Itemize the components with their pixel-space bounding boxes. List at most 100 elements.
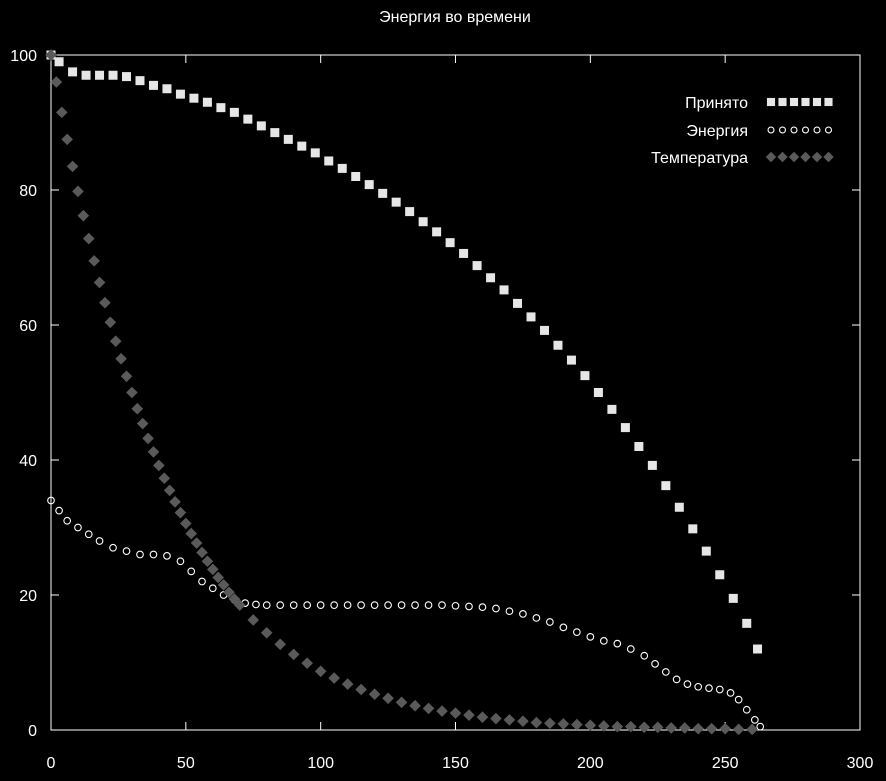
data-point-diamond (82, 232, 95, 245)
data-point-diamond (174, 506, 187, 519)
data-point-diamond (692, 722, 704, 735)
data-point-square (162, 84, 172, 94)
data-point-circle (640, 651, 649, 660)
data-point-diamond (503, 714, 516, 726)
data-point-square (175, 89, 185, 99)
data-point-circle (149, 550, 158, 559)
data-point-diamond (196, 546, 208, 559)
data-point-diamond (147, 446, 160, 458)
data-point-circle (303, 601, 312, 609)
data-point-diamond (611, 720, 624, 733)
data-point-diamond (624, 720, 637, 733)
legend-marker-square (789, 97, 799, 107)
data-point-circle (492, 604, 500, 613)
data-point-square (283, 134, 293, 144)
data-point-square (310, 148, 320, 158)
data-point-diamond (93, 276, 106, 289)
data-point-diamond (158, 472, 171, 485)
data-point-circle (95, 537, 104, 545)
data-point-circle (176, 557, 185, 566)
data-point-circle (187, 567, 196, 576)
data-point-circle (424, 601, 433, 609)
data-point-circle (198, 577, 206, 586)
data-point-circle (330, 601, 339, 609)
data-point-circle (208, 584, 217, 593)
data-point-diamond (638, 721, 651, 734)
legend-marker-square (778, 97, 787, 107)
y-tick-label: 60 (19, 318, 37, 335)
data-point-circle (465, 602, 473, 611)
data-point-square (135, 76, 145, 86)
data-point-diamond (705, 722, 718, 735)
data-point-diamond (50, 76, 63, 88)
data-point-diamond (382, 692, 394, 705)
series-square (46, 50, 763, 654)
data-point-diamond (449, 707, 462, 719)
data-point-circle (715, 685, 724, 694)
data-point-circle (411, 601, 419, 609)
data-point-diamond (45, 49, 57, 61)
x-tick-label: 100 (307, 755, 334, 772)
data-point-circle (734, 695, 743, 704)
data-point-diamond (88, 255, 100, 267)
data-point-square (337, 163, 347, 173)
data-point-circle (357, 601, 365, 609)
data-point-circle (683, 680, 692, 688)
data-point-circle (397, 601, 406, 609)
data-point-diamond (131, 402, 144, 415)
data-point-diamond (120, 370, 133, 383)
data-point-diamond (169, 496, 181, 508)
data-point-square (81, 70, 91, 80)
data-point-circle (742, 705, 751, 714)
data-point-diamond (126, 386, 138, 399)
data-point-diamond (436, 705, 448, 717)
series-diamond (45, 49, 758, 736)
data-point-diamond (476, 711, 489, 723)
data-point-circle (74, 523, 82, 532)
data-point-square (620, 423, 630, 433)
legend-marker-circle (767, 126, 775, 134)
legend-marker-circle (801, 126, 810, 134)
data-point-square (189, 93, 199, 103)
data-point-diamond (180, 517, 192, 530)
data-point-circle (613, 639, 622, 648)
data-point-square (256, 121, 266, 131)
y-tick-label: 100 (10, 48, 37, 65)
x-tick-label: 50 (177, 755, 195, 772)
chart-title: Энергия во времени (379, 9, 531, 26)
data-point-diamond (233, 599, 246, 611)
data-point-circle (84, 530, 93, 539)
data-point-circle (750, 716, 759, 724)
data-point-square (580, 371, 590, 381)
data-point-circle (546, 618, 554, 626)
data-point-diamond (115, 352, 127, 365)
data-point-square (472, 261, 482, 271)
data-point-square (432, 227, 442, 237)
legend-label: Температура (651, 150, 748, 167)
data-point-square (459, 248, 469, 258)
legend-marker-square (766, 97, 776, 107)
data-point-circle (694, 682, 703, 691)
data-point-diamond (678, 722, 691, 734)
data-point-circle (289, 601, 298, 609)
data-point-diamond (109, 335, 122, 347)
legend-marker-circle (790, 126, 798, 134)
data-point-diamond (217, 579, 230, 591)
data-point-circle (47, 496, 55, 505)
data-point-diamond (368, 688, 381, 701)
data-point-square (68, 67, 78, 77)
series-layer (45, 49, 765, 736)
legend-marker-square (812, 97, 822, 107)
data-point-diamond (341, 678, 354, 690)
x-tick-label: 300 (847, 755, 874, 772)
data-point-square (405, 207, 415, 217)
legend-marker-diamond (811, 151, 823, 163)
axis-ticks: 0 50 100 150 200 250 300 0 20 40 60 80 100 (10, 48, 873, 772)
data-point-circle (651, 659, 659, 668)
data-point-diamond (463, 709, 475, 721)
legend-marker-diamond (800, 151, 811, 163)
data-point-square (566, 355, 576, 365)
data-point-diamond (395, 696, 408, 709)
data-point-circle (661, 668, 670, 676)
data-point-diamond (544, 717, 556, 730)
